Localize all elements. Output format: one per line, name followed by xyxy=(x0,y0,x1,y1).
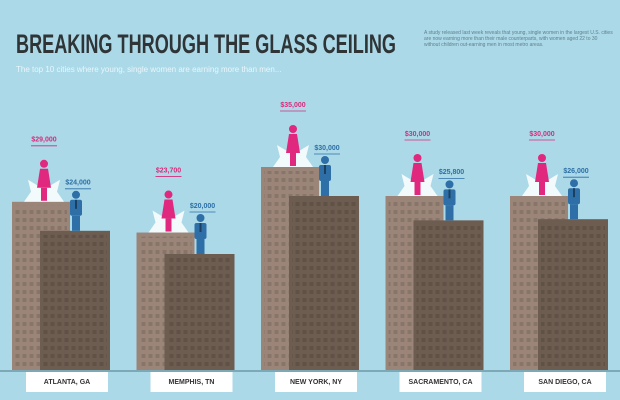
chart-subtitle: The top 10 cities where young, single wo… xyxy=(16,65,281,74)
x-tick-label: ATLANTA, GA xyxy=(44,379,90,386)
head xyxy=(413,154,422,162)
woman-figure xyxy=(273,125,313,167)
windows xyxy=(167,258,232,370)
legs xyxy=(445,205,454,221)
tie xyxy=(199,223,202,232)
city-box xyxy=(399,372,482,392)
head xyxy=(164,190,173,199)
man-figure xyxy=(443,180,456,221)
woman-figure xyxy=(148,190,189,233)
head xyxy=(445,180,454,189)
value-label: $30,000 xyxy=(314,145,339,152)
legs xyxy=(414,182,421,195)
intro-text: A study released last week reveals that … xyxy=(424,30,613,48)
city-box xyxy=(524,372,606,392)
tie xyxy=(324,165,326,174)
tie xyxy=(573,188,575,198)
legs xyxy=(290,153,296,166)
x-tick-label: NEW YORK, NY xyxy=(290,379,342,386)
legs xyxy=(196,239,205,254)
head xyxy=(40,159,48,168)
woman-figure xyxy=(522,154,562,196)
head xyxy=(570,179,578,188)
city-box xyxy=(26,372,108,392)
woman-figure xyxy=(397,154,438,196)
value-label: $24,000 xyxy=(65,180,90,187)
legs xyxy=(539,182,545,195)
ground xyxy=(0,370,620,372)
value-label: $26,000 xyxy=(563,168,588,175)
city-box xyxy=(275,372,357,392)
value-label: $30,000 xyxy=(529,131,554,138)
head xyxy=(72,190,80,199)
value-label: $35,000 xyxy=(280,102,305,109)
head xyxy=(289,125,297,133)
tie xyxy=(448,189,451,199)
x-tick-label: MEMPHIS, TN xyxy=(169,379,215,386)
windows xyxy=(43,234,107,370)
legs xyxy=(41,187,47,201)
value-label: $25,800 xyxy=(439,169,464,176)
woman-figure xyxy=(24,159,64,202)
windows xyxy=(416,224,481,370)
windows xyxy=(292,200,356,370)
legs xyxy=(72,215,80,231)
dress xyxy=(161,199,176,219)
value-label: $30,000 xyxy=(405,131,430,138)
man-figure xyxy=(568,179,580,220)
legs xyxy=(321,181,329,196)
dress xyxy=(37,168,51,188)
head xyxy=(538,154,546,162)
dress xyxy=(535,163,549,182)
x-tick-label: SACRAMENTO, CA xyxy=(408,379,472,386)
value-label: $23,700 xyxy=(156,167,181,174)
chart-title: BREAKING THROUGH THE GLASS CEILING xyxy=(16,29,396,59)
head xyxy=(196,214,205,222)
man-figure xyxy=(194,214,207,254)
head xyxy=(321,156,329,164)
dress xyxy=(286,134,300,153)
legs xyxy=(570,204,578,220)
man-figure xyxy=(319,156,331,196)
windows xyxy=(541,223,605,370)
x-tick-label: SAN DIEGO, CA xyxy=(538,379,591,386)
value-label: $29,000 xyxy=(31,137,56,144)
dress xyxy=(410,163,425,182)
man-figure xyxy=(70,190,82,231)
legs xyxy=(165,218,172,232)
value-label: $20,000 xyxy=(190,203,215,210)
tie xyxy=(75,199,77,209)
city-box xyxy=(150,372,233,392)
